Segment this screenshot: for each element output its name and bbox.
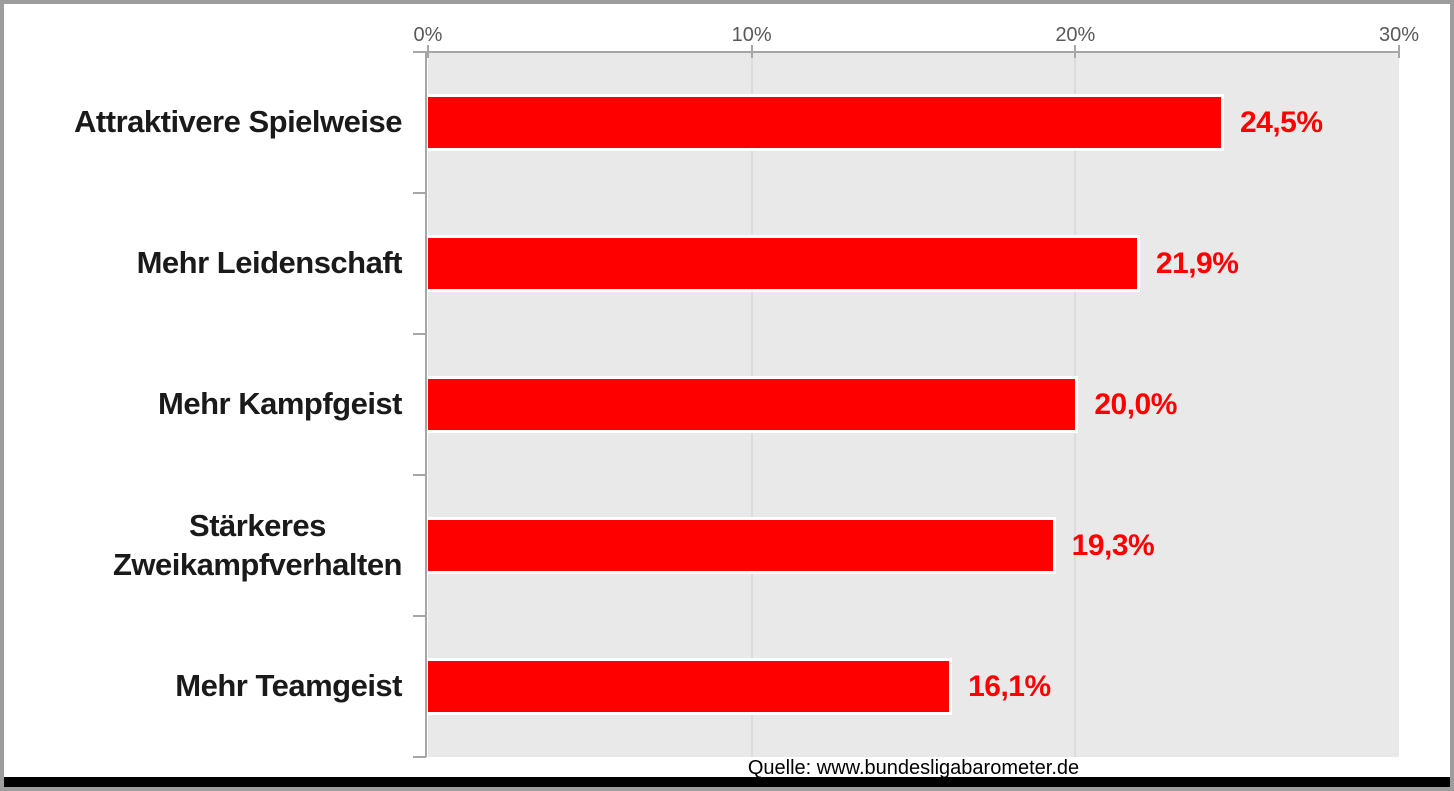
category-label: Mehr Leidenschaft <box>136 245 403 281</box>
x-axis-tick <box>427 45 429 58</box>
bar <box>428 235 1140 292</box>
x-axis-line <box>425 51 1400 53</box>
y-axis-tick <box>413 474 426 476</box>
bottom-black-strip <box>4 777 1450 787</box>
x-axis-tick <box>1398 45 1400 58</box>
y-axis-tick <box>413 51 426 53</box>
category-label: Mehr Kampfgeist <box>158 386 402 422</box>
x-axis-tick-label: 30% <box>1378 24 1420 46</box>
x-axis-tick-label: 20% <box>1055 24 1096 46</box>
y-axis-tick <box>413 192 426 194</box>
data-label: 20,0% <box>1094 387 1177 421</box>
x-axis-tick <box>1074 45 1077 58</box>
y-axis-tick <box>413 756 426 758</box>
bar <box>428 658 953 715</box>
x-axis-tick-label: 0% <box>413 24 443 46</box>
data-label: 16,1% <box>968 669 1051 703</box>
data-label: 21,9% <box>1155 246 1239 280</box>
bar <box>428 94 1224 151</box>
x-axis-tick <box>750 45 753 58</box>
bar <box>428 517 1056 574</box>
y-axis-tick <box>413 615 426 617</box>
data-label: 19,3% <box>1071 528 1155 562</box>
category-label: Attraktivere Spielweise <box>74 104 402 140</box>
y-axis-line <box>425 51 427 757</box>
bar <box>428 376 1079 433</box>
x-axis-tick-label: 10% <box>731 24 772 46</box>
category-label: Stärkeres Zweikampfverhalten <box>112 507 403 582</box>
data-label: 24,5% <box>1239 105 1323 139</box>
y-axis-tick <box>413 333 426 335</box>
source-label: Quelle: www.bundesligabarometer.de <box>747 757 1080 779</box>
category-label: Mehr Teamgeist <box>175 668 402 704</box>
